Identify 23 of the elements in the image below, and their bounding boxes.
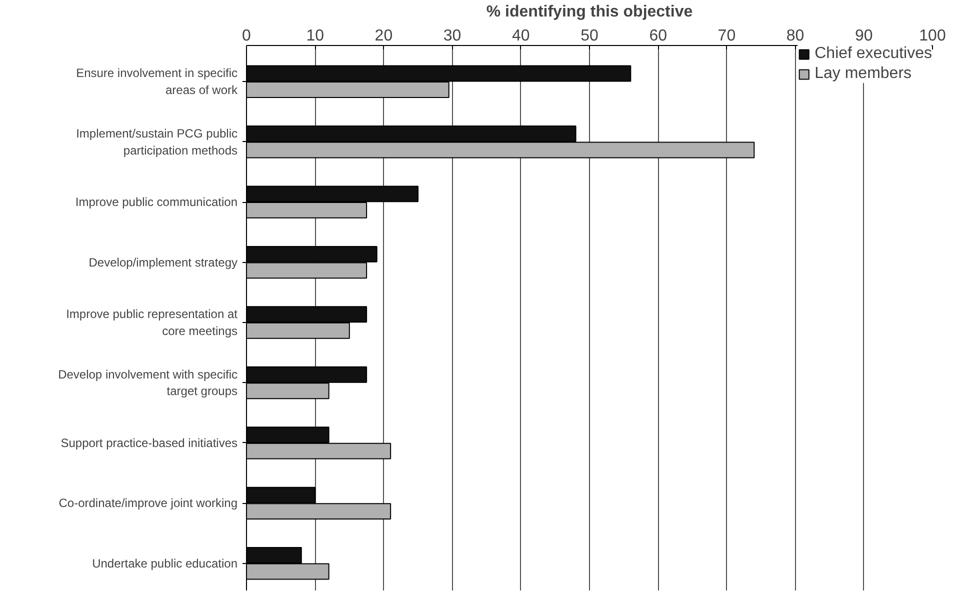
x-tick-label: 70 [718,28,736,44]
legend-label: Lay members [814,65,912,83]
x-tick-label: 10 [306,28,324,44]
x-tick-label: 90 [855,28,873,44]
x-axis-title: % identifying this objective [486,4,693,20]
x-tick-label: 40 [512,28,530,44]
y-tick-label: Support practice-based initiatives [60,436,238,450]
y-tick-label: Ensure involvement in specific areas of work [76,66,238,98]
y-tick-label: Develop involvement with specific target groups [58,367,238,398]
legend-label: Chief executives [814,45,932,63]
y-tick-label: Improve public communication [75,195,238,210]
y-tick-label: Develop/implement strategy [88,255,238,270]
x-tick-label: 30 [443,28,462,44]
x-tick-label: 0 [242,28,252,44]
y-tick-label: Undertake public education [92,556,238,570]
x-tick-label: 50 [580,28,598,44]
x-tick-label: 60 [649,28,668,44]
y-tick-label: Improve public representation at core meetings [66,307,238,338]
x-tick-label: 80 [786,28,804,44]
x-tick-label: 20 [374,28,393,44]
y-tick-label: Implement/sustain PCG public participation methods [76,126,238,158]
y-tick-label: Co-ordinate/improve joint working [58,496,238,510]
x-tick-label: 100 [919,28,946,44]
